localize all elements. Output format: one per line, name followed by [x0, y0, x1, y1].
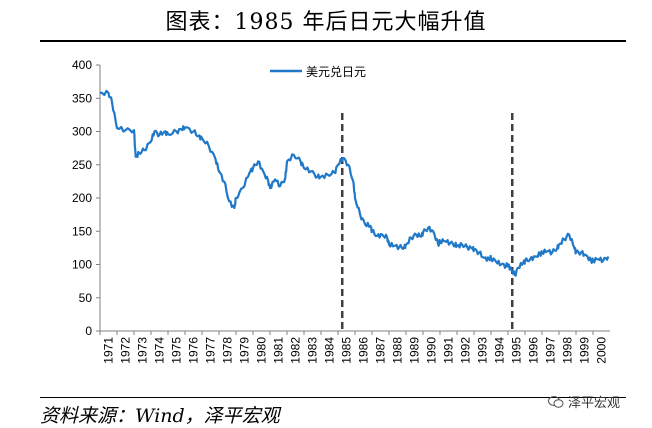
x-tick-label: 1971 — [102, 337, 116, 364]
legend-label: 美元兑日元 — [306, 65, 366, 79]
page-title: 图表：1985 年后日元大幅升值 — [165, 10, 487, 35]
y-tick-label: 300 — [72, 125, 92, 139]
y-tick-label: 0 — [85, 324, 92, 338]
series-layer — [100, 89, 610, 277]
watermark: 泽平宏观 — [548, 392, 620, 411]
source-note: 资料来源：Wind，泽平宏观 — [40, 405, 280, 427]
x-tick-label: 1987 — [374, 337, 388, 364]
axes: 0 50 100 150 200 250 300 350 400 1971 1972 1973 1974… — [72, 58, 610, 364]
x-tick-label: 1988 — [391, 337, 405, 364]
x-tick-label: 1980 — [255, 337, 269, 364]
y-tick-label: 50 — [79, 291, 93, 305]
x-tick-label: 1998 — [561, 337, 575, 364]
x-tick-label: 1978 — [221, 337, 235, 364]
vertical-markers — [341, 113, 514, 331]
x-tick-label: 1991 — [442, 337, 456, 364]
x-tick-label: 1981 — [272, 337, 286, 364]
footer-rule — [40, 397, 626, 398]
x-tick-label: 1975 — [170, 337, 184, 364]
x-tick-label: 1974 — [153, 337, 167, 364]
wechat-icon — [548, 395, 564, 408]
x-tick-label: 1997 — [544, 337, 558, 364]
x-tick-label: 1986 — [357, 337, 371, 364]
line-chart: 0 50 100 150 200 250 300 350 400 1971 1972 1973 1974… — [72, 58, 610, 364]
x-tick-label: 1979 — [238, 337, 252, 364]
x-tick-label: 1990 — [425, 337, 439, 364]
x-tick-label: 2000 — [595, 337, 609, 364]
watermark-label: 泽平宏观 — [568, 396, 621, 411]
y-tick-label: 150 — [72, 224, 92, 238]
x-tick-label: 1972 — [119, 337, 133, 364]
y-tick-label: 350 — [72, 91, 92, 105]
y-tick-label: 200 — [72, 191, 92, 205]
x-tick-label: 1994 — [493, 337, 507, 364]
x-tick-label: 1982 — [289, 337, 303, 364]
x-tick-label: 1985 — [340, 337, 354, 364]
x-tick-label: 1995 — [510, 337, 524, 364]
y-tick-label: 100 — [72, 258, 92, 272]
x-tick-label: 1996 — [527, 337, 541, 364]
y-tick-label: 250 — [72, 158, 92, 172]
x-tick-label: 1999 — [578, 337, 592, 364]
x-tick-label: 1973 — [136, 337, 150, 364]
x-tick-label: 1992 — [459, 337, 473, 364]
x-tick-label: 1977 — [204, 337, 218, 364]
y-tick-label: 400 — [72, 58, 92, 72]
x-tick-label: 1976 — [187, 337, 201, 364]
series-line — [100, 89, 610, 277]
legend: 美元兑日元 — [270, 65, 366, 79]
title-rule — [40, 40, 626, 42]
x-tick-label: 1984 — [323, 337, 337, 364]
x-tick-label: 1989 — [408, 337, 422, 364]
x-tick-label: 1983 — [306, 337, 320, 364]
x-tick-label: 1993 — [476, 337, 490, 364]
